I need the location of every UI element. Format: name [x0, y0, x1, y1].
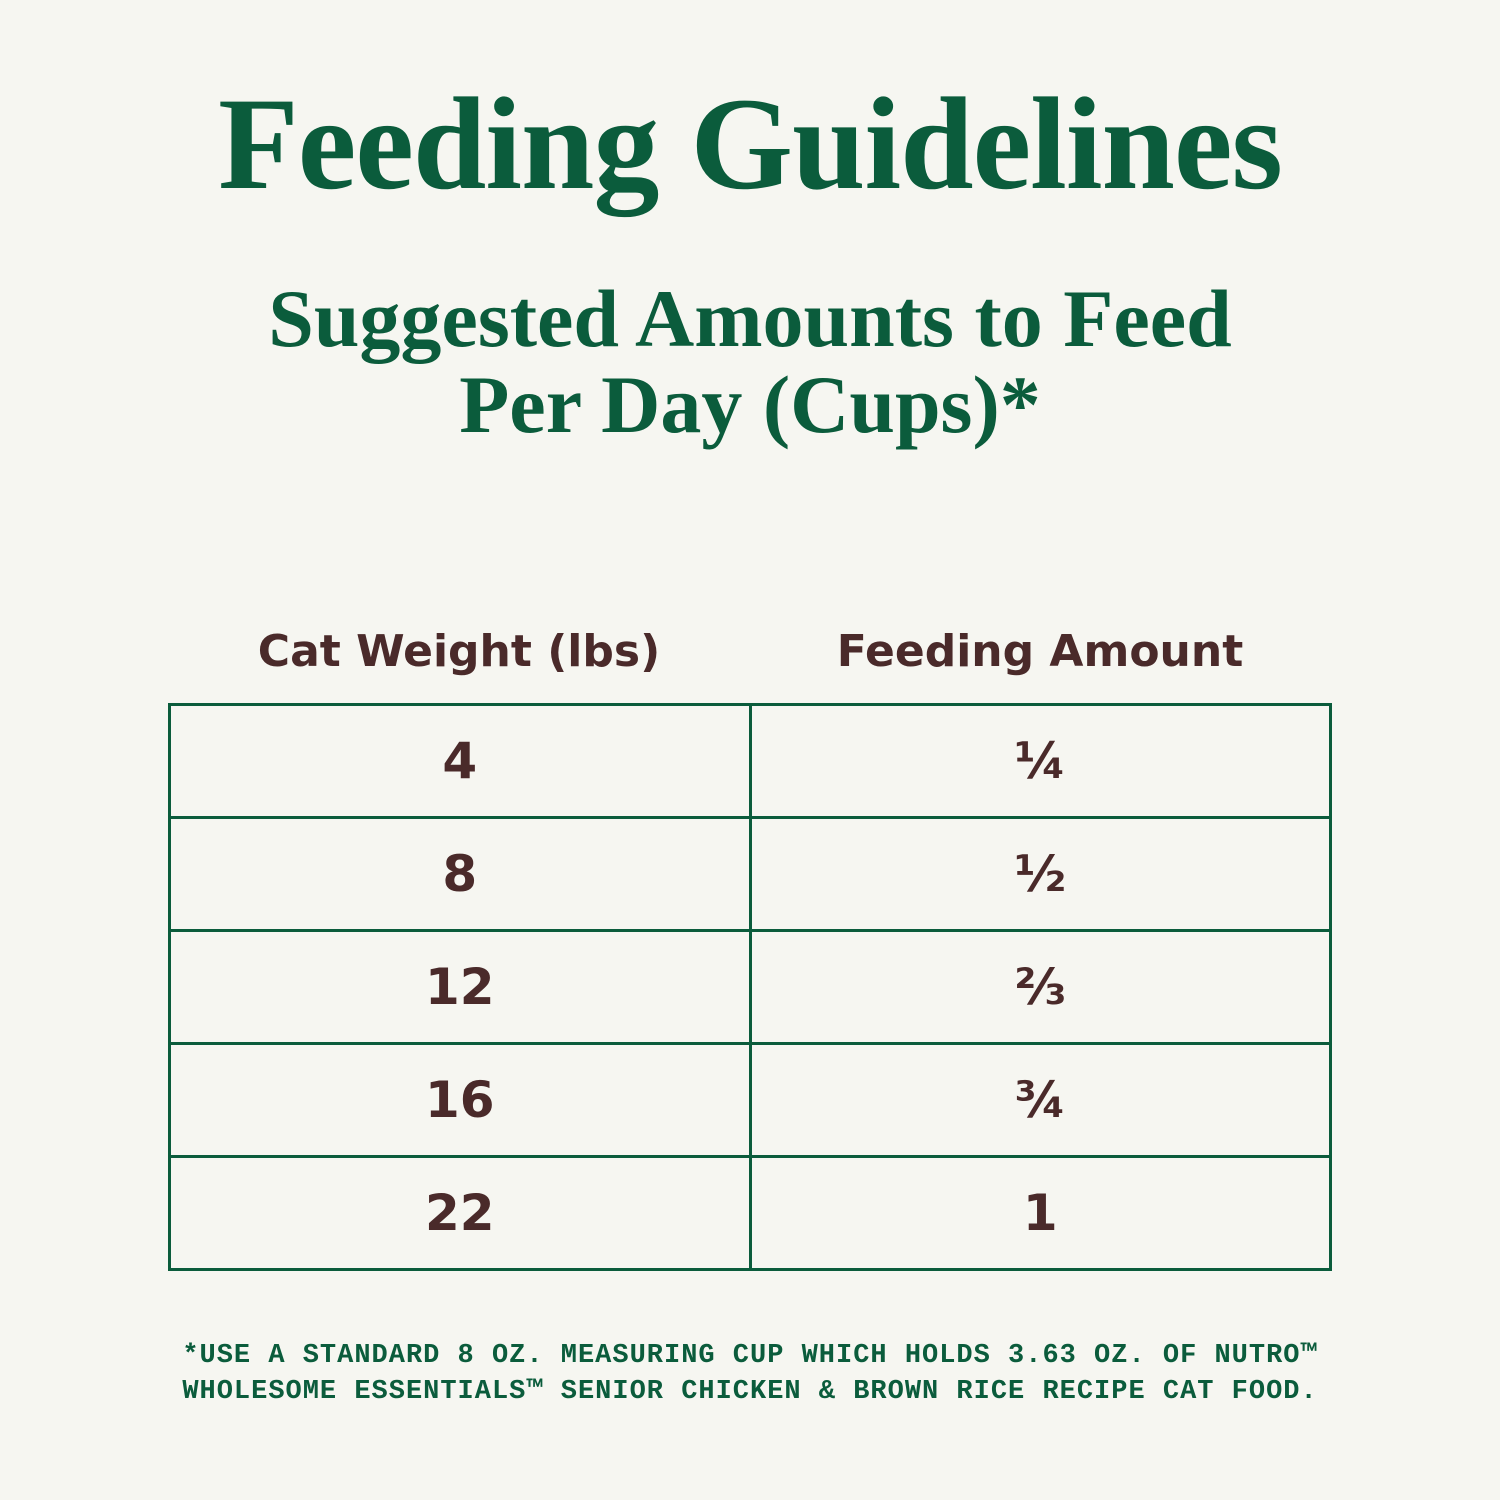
table-cell: 8	[168, 816, 752, 932]
table-row: 22 1	[168, 1155, 1332, 1271]
column-header: Cat Weight (lbs)	[257, 626, 661, 677]
table-cell: 16	[168, 1042, 752, 1158]
table-cell: 1	[748, 1155, 1332, 1271]
table-cell: 22	[168, 1155, 752, 1271]
table-cell: 12	[168, 929, 752, 1045]
table-row: 16 ¾	[168, 1042, 1332, 1158]
table-cell: 4	[168, 703, 752, 819]
table-row: 12 ⅔	[168, 929, 1332, 1045]
footnote: WHOLESOME ESSENTIALS™ SENIOR CHICKEN & B…	[182, 1377, 1318, 1407]
table-cell: ½	[748, 816, 1332, 932]
column-header: Feeding Amount	[836, 626, 1244, 677]
table-cell: ¼	[748, 703, 1332, 819]
table-cell: ¾	[748, 1042, 1332, 1158]
title: Feeding Guidelines	[218, 70, 1283, 217]
table: 4 ¼ 8 ½ 12 ⅔ 16 ¾ 22 1	[168, 703, 1332, 1271]
subtitle: Per Day (Cups)*	[459, 359, 1041, 450]
table-cell: ⅔	[748, 929, 1332, 1045]
footnote: *USE A STANDARD 8 OZ. MEASURING CUP WHIC…	[182, 1341, 1318, 1371]
subtitle: Suggested Amounts to Feed	[268, 273, 1232, 364]
